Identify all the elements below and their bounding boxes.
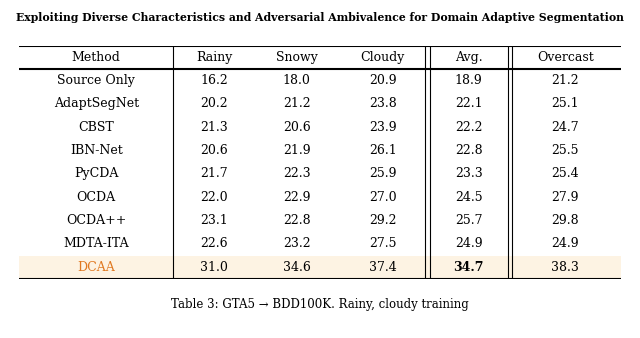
Text: CBST: CBST — [78, 121, 114, 134]
Text: 22.0: 22.0 — [200, 191, 228, 204]
Text: Cloudy: Cloudy — [360, 51, 405, 64]
Text: 22.1: 22.1 — [455, 97, 483, 111]
Text: 20.2: 20.2 — [200, 97, 228, 111]
Text: 31.0: 31.0 — [200, 261, 228, 274]
Text: 21.9: 21.9 — [283, 144, 310, 157]
Text: Avg.: Avg. — [455, 51, 483, 64]
Text: 22.8: 22.8 — [283, 214, 310, 227]
Text: AdaptSegNet: AdaptSegNet — [54, 97, 139, 111]
Text: 29.2: 29.2 — [369, 214, 396, 227]
Text: Exploiting Diverse Characteristics and Adversarial Ambivalence for Domain Adapti: Exploiting Diverse Characteristics and A… — [16, 12, 624, 23]
Text: 21.2: 21.2 — [283, 97, 310, 111]
Text: IBN-Net: IBN-Net — [70, 144, 123, 157]
Text: OCDA++: OCDA++ — [66, 214, 126, 227]
Text: 24.5: 24.5 — [455, 191, 483, 204]
Text: 22.9: 22.9 — [283, 191, 310, 204]
Text: 23.9: 23.9 — [369, 121, 396, 134]
Text: 24.9: 24.9 — [455, 237, 483, 250]
Text: Method: Method — [72, 51, 120, 64]
Text: 25.9: 25.9 — [369, 167, 396, 180]
Text: MDTA-ITA: MDTA-ITA — [63, 237, 129, 250]
Text: 27.9: 27.9 — [552, 191, 579, 204]
Text: Source Only: Source Only — [57, 74, 135, 87]
FancyBboxPatch shape — [19, 256, 621, 279]
Text: DCAA: DCAA — [77, 261, 115, 274]
Text: 21.2: 21.2 — [552, 74, 579, 87]
Text: 38.3: 38.3 — [551, 261, 579, 274]
Text: 25.1: 25.1 — [552, 97, 579, 111]
Text: 25.5: 25.5 — [552, 144, 579, 157]
Text: 23.8: 23.8 — [369, 97, 397, 111]
Text: 22.3: 22.3 — [283, 167, 310, 180]
Text: 18.0: 18.0 — [283, 74, 310, 87]
Text: 22.8: 22.8 — [455, 144, 483, 157]
Text: 25.7: 25.7 — [455, 214, 483, 227]
Text: 22.2: 22.2 — [455, 121, 483, 134]
Text: Table 3: GTA5 → BDD100K. Rainy, cloudy training: Table 3: GTA5 → BDD100K. Rainy, cloudy t… — [171, 298, 469, 311]
Text: 20.9: 20.9 — [369, 74, 396, 87]
Text: 34.6: 34.6 — [283, 261, 310, 274]
Text: 22.6: 22.6 — [200, 237, 228, 250]
Text: 26.1: 26.1 — [369, 144, 397, 157]
Text: PyCDA: PyCDA — [74, 167, 118, 180]
Text: 18.9: 18.9 — [455, 74, 483, 87]
Text: 20.6: 20.6 — [200, 144, 228, 157]
Text: 21.3: 21.3 — [200, 121, 228, 134]
Text: 27.0: 27.0 — [369, 191, 396, 204]
Text: 23.3: 23.3 — [455, 167, 483, 180]
Text: 24.9: 24.9 — [552, 237, 579, 250]
Text: Overcast: Overcast — [537, 51, 594, 64]
Text: 34.7: 34.7 — [453, 261, 484, 274]
Text: 29.8: 29.8 — [552, 214, 579, 227]
Text: 20.6: 20.6 — [283, 121, 310, 134]
Text: 37.4: 37.4 — [369, 261, 397, 274]
Text: OCDA: OCDA — [77, 191, 116, 204]
Text: 24.7: 24.7 — [552, 121, 579, 134]
Text: 25.4: 25.4 — [552, 167, 579, 180]
Text: 16.2: 16.2 — [200, 74, 228, 87]
Text: Snowy: Snowy — [276, 51, 317, 64]
Text: 23.2: 23.2 — [283, 237, 310, 250]
Text: 21.7: 21.7 — [200, 167, 228, 180]
Text: Rainy: Rainy — [196, 51, 232, 64]
Text: 23.1: 23.1 — [200, 214, 228, 227]
Text: 27.5: 27.5 — [369, 237, 396, 250]
